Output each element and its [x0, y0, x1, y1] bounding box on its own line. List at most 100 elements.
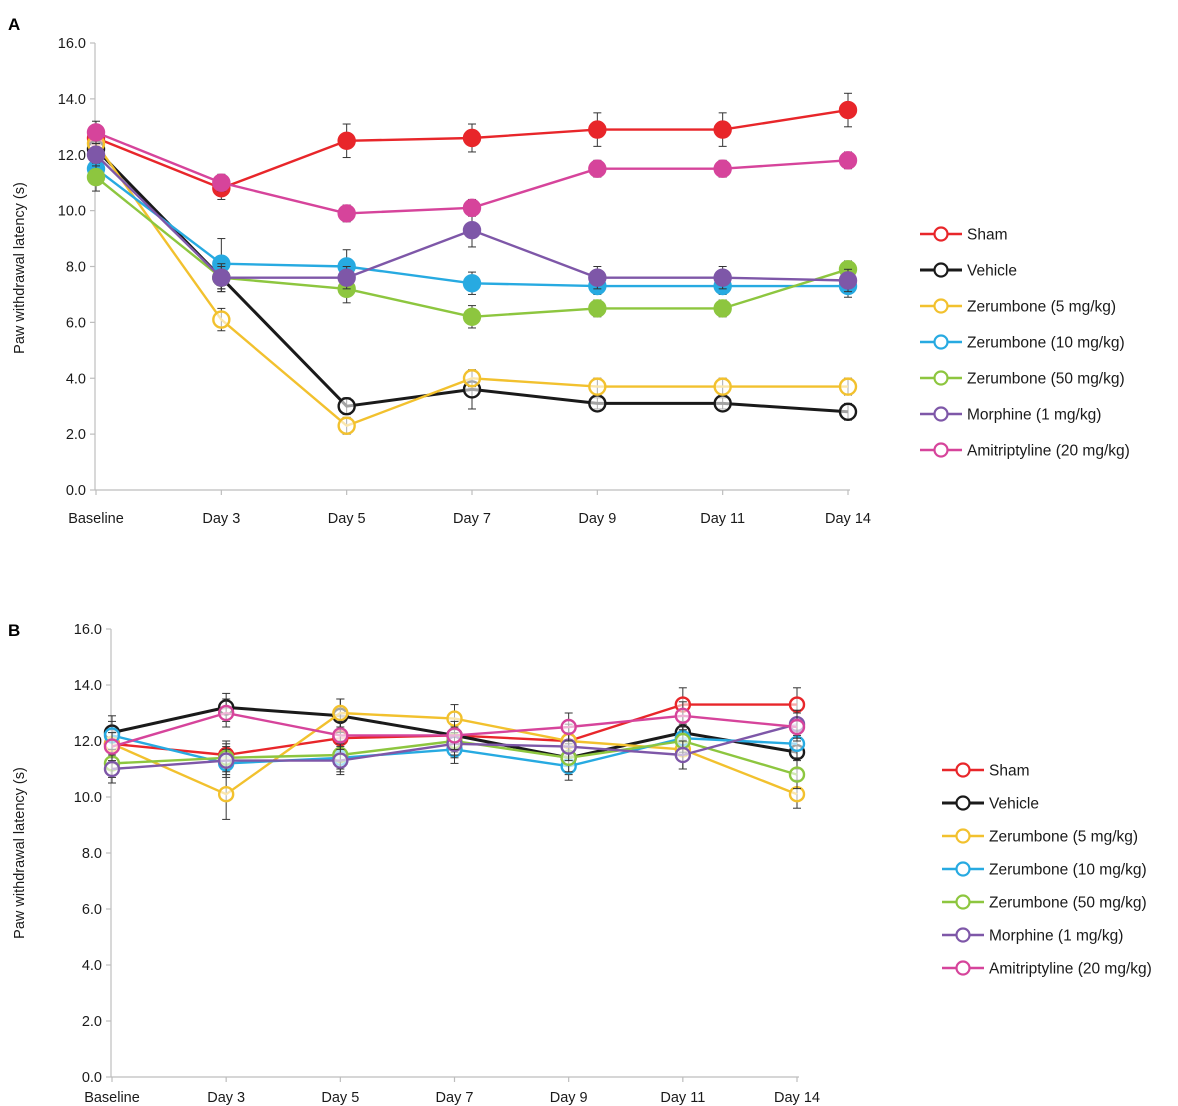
panel-a-legend-item-2: Vehicle	[920, 262, 1017, 280]
data-point	[588, 120, 607, 139]
data-point	[713, 299, 732, 318]
legend-label: Zerumbone (5 mg/kg)	[967, 299, 1116, 316]
data-point	[713, 377, 732, 396]
data-point	[560, 718, 577, 736]
legend-swatch-marker	[955, 861, 971, 877]
panel-b-legend-item-1: Sham	[942, 762, 1030, 780]
panel-b-y-axis-title: Paw withdrawal latency (s)	[12, 767, 28, 939]
data-point	[462, 198, 482, 218]
legend-swatch-marker	[955, 762, 971, 778]
data-point	[337, 416, 356, 435]
legend-label: Zerumbone (50 mg/kg)	[989, 895, 1147, 912]
data-point	[337, 396, 356, 416]
data-point	[713, 268, 732, 287]
panel-b-legend-item-2: Vehicle	[942, 795, 1039, 813]
panel-b-x-tick-label: Day 11	[660, 1090, 705, 1106]
data-point	[103, 738, 121, 755]
data-point	[103, 760, 121, 778]
legend-label: Vehicle	[967, 263, 1017, 280]
data-point	[446, 727, 463, 744]
panel-b-y-tick-label: 6.0	[82, 902, 102, 918]
data-point	[462, 128, 482, 148]
data-point	[217, 786, 235, 803]
legend-swatch-marker	[933, 226, 949, 242]
data-point	[332, 752, 349, 769]
panel-a-y-tick-label: 8.0	[66, 260, 86, 276]
data-point	[588, 299, 607, 318]
data-point	[588, 159, 607, 178]
panel-a-x-tick-label: Day 11	[700, 511, 745, 527]
panel-a-x-tick-label: Day 5	[328, 511, 366, 527]
panel-b-x-tick-label: Day 14	[774, 1090, 820, 1106]
panel-a-legend-item-7: Amitriptyline (20 mg/kg)	[920, 442, 1130, 460]
legend-swatch-marker	[955, 795, 971, 811]
legend-swatch-marker	[933, 370, 949, 386]
panel-a-legend-item-4: Zerumbone (10 mg/kg)	[920, 334, 1125, 352]
panel-b-y-tick-label: 8.0	[82, 846, 102, 862]
panel-b-legend-item-5: Zerumbone (50 mg/kg)	[942, 894, 1147, 912]
panel-b-y-tick-label: 12.0	[74, 734, 102, 750]
panel-a-x-tick-label: Day 9	[578, 511, 616, 527]
data-point	[838, 151, 858, 170]
panel-a-x-tick-label: Day 3	[202, 511, 240, 527]
legend-label: Amitriptyline (20 mg/kg)	[989, 961, 1152, 978]
data-point	[217, 752, 235, 769]
panel-a-x-tick-label: Baseline	[68, 511, 124, 527]
legend-swatch-marker	[955, 927, 971, 943]
data-point	[560, 738, 577, 755]
data-point	[838, 271, 858, 290]
data-point	[337, 204, 356, 223]
data-point	[713, 159, 732, 178]
data-point	[337, 131, 356, 150]
legend-swatch-marker	[933, 298, 949, 314]
panel-a-series-7	[86, 120, 858, 223]
panel-b-y-tick-label: 4.0	[82, 958, 102, 974]
panel-b-y-tick-label: 10.0	[74, 790, 102, 806]
legend-label: Zerumbone (10 mg/kg)	[989, 862, 1147, 879]
panel-b-y-tick-label: 14.0	[74, 678, 102, 694]
data-point	[713, 394, 732, 413]
panel-b-x-tick-label: Day 5	[321, 1090, 359, 1106]
data-point	[838, 377, 858, 396]
panel-a-y-tick-label: 14.0	[58, 92, 86, 108]
legend-swatch-marker	[933, 442, 949, 458]
data-point	[217, 704, 235, 722]
data-point	[332, 704, 349, 722]
data-point	[788, 696, 806, 713]
data-point	[86, 145, 106, 164]
panel-a-y-tick-label: 10.0	[58, 204, 86, 220]
data-point	[788, 718, 806, 736]
data-point	[212, 268, 231, 287]
data-point	[838, 402, 858, 421]
legend-label: Morphine (1 mg/kg)	[989, 928, 1123, 945]
data-point	[674, 746, 692, 764]
panel-b-x-tick-label: Day 9	[550, 1090, 588, 1106]
panel-b-y-tick-label: 16.0	[74, 622, 102, 638]
data-point	[212, 310, 231, 329]
data-point	[788, 786, 806, 803]
legend-swatch-marker	[955, 960, 971, 976]
panel-a-legend-item-3: Zerumbone (5 mg/kg)	[920, 298, 1116, 316]
panel-b-legend-item-6: Morphine (1 mg/kg)	[942, 927, 1123, 945]
panel-a-series-6	[86, 143, 858, 293]
data-point	[462, 274, 482, 293]
data-point	[674, 707, 692, 724]
panel-a-legend-item-1: Sham	[920, 226, 1008, 244]
data-point	[462, 307, 482, 326]
panel-b-x-tick-label: Day 3	[207, 1090, 245, 1106]
legend-swatch-marker	[933, 406, 949, 422]
panel-a-y-tick-label: 0.0	[66, 483, 86, 499]
legend-swatch-marker	[955, 828, 971, 844]
panel-b: B Paw withdrawal latency (s) 0.0 2.0 4.0 6.…	[8, 621, 1152, 1106]
panel-b-legend-item-3: Zerumbone (5 mg/kg)	[942, 828, 1138, 846]
legend-label: Morphine (1 mg/kg)	[967, 407, 1101, 424]
panel-b-x-tick-label: Day 7	[436, 1090, 474, 1106]
data-point	[86, 123, 106, 142]
legend-label: Zerumbone (10 mg/kg)	[967, 335, 1125, 352]
legend-swatch-marker	[933, 262, 949, 278]
panel-a-y-axis-title: Paw withdrawal latency (s)	[12, 182, 28, 354]
panel-b-y-tick-label: 0.0	[82, 1070, 102, 1086]
legend-label: Sham	[967, 227, 1008, 244]
panel-a-y-tick-label: 12.0	[58, 148, 86, 164]
